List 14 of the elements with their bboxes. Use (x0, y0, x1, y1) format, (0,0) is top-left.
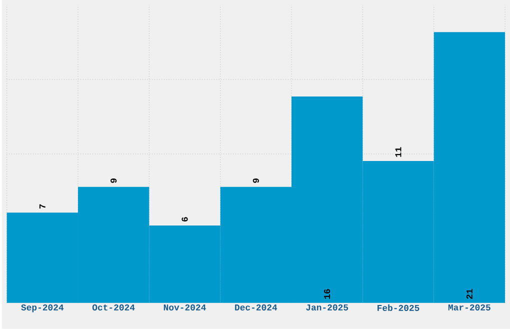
x-tick-label: Feb-2025 (378, 304, 420, 312)
x-tick-label: Dec-2024 (235, 304, 278, 311)
data-label: 7 (39, 204, 46, 209)
data-label: 9 (252, 178, 259, 183)
x-tick-label: Jan-2025 (306, 304, 348, 311)
data-label: 6 (182, 217, 188, 222)
data-label: 11 (395, 147, 402, 158)
x-tick-label: Sep-2024 (21, 304, 64, 312)
x-tick-label: Oct-2024 (92, 304, 135, 311)
data-label: 21 (466, 289, 472, 299)
data-label: 9 (110, 178, 117, 183)
data-label: 16 (324, 289, 330, 299)
x-tick-label: Mar-2025 (448, 304, 490, 311)
x-tick-label: Nov-2024 (164, 304, 206, 311)
